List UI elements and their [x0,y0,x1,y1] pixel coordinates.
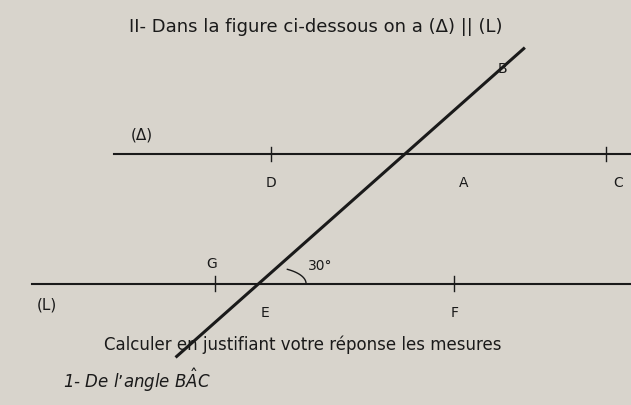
Text: 30°: 30° [308,259,333,273]
Text: B: B [497,62,507,76]
Text: 1- De l’angle $B\hat{A}C$: 1- De l’angle $B\hat{A}C$ [63,367,211,394]
Text: (L): (L) [37,298,57,313]
Text: G: G [206,257,217,271]
Text: Calculer en justifiant votre réponse les mesures: Calculer en justifiant votre réponse les… [104,335,502,354]
Text: II- Dans la figure ci-dessous on a (Δ) || (L): II- Dans la figure ci-dessous on a (Δ) |… [129,18,502,36]
Text: D: D [266,176,277,190]
Text: E: E [261,306,269,320]
Text: F: F [451,306,458,320]
Text: A: A [459,176,469,190]
Text: C: C [613,176,623,190]
Text: (Δ): (Δ) [131,128,153,143]
